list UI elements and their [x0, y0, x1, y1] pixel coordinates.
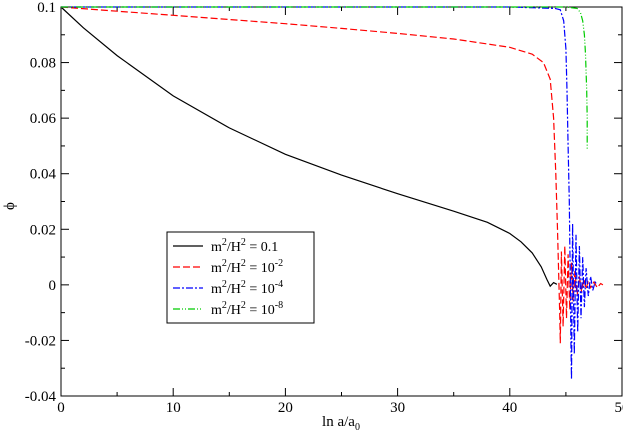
x-tick-label: 20 — [278, 400, 293, 416]
series-line-2 — [60, 6, 604, 344]
x-tick-label: 40 — [502, 400, 517, 416]
series-line-4 — [61, 6, 588, 149]
legend-entry-1: m2/H2 = 0.1 — [211, 237, 278, 255]
y-tick-label: -0.04 — [25, 389, 57, 405]
y-tick-label: 0.04 — [30, 167, 57, 183]
legend-box — [166, 231, 315, 324]
x-tick-label: 50 — [615, 400, 623, 416]
y-tick-label: 0.02 — [30, 222, 56, 238]
legend-entry-3: m2/H2 = 10-4 — [211, 279, 283, 297]
legend-entry-2: m2/H2 = 10-2 — [211, 258, 283, 276]
axis-ticks: 0 10 20 30 40 50 -0.04 -0.02 0 0.02 0.04 0.06 0.08 0.… — [25, 0, 623, 416]
series-line-1 — [60, 6, 558, 288]
y-tick-label: 0.1 — [37, 0, 56, 16]
x-tick-label: 0 — [57, 400, 65, 416]
y-tick-label: 0.08 — [30, 56, 56, 72]
x-tick-label: 30 — [390, 400, 405, 416]
series-layer — [60, 6, 604, 380]
plot-frame — [60, 6, 623, 397]
y-tick-label: 0.06 — [30, 111, 57, 127]
y-tick-label: -0.02 — [25, 333, 56, 349]
y-tick-label: 0 — [49, 278, 57, 294]
legend: m2/H2 = 0.1 m2/H2 = 10-2 m2/H2 = 10-4 m2/H2… — [166, 231, 315, 324]
y-axis-label: ϕ — [2, 202, 18, 210]
x-tick-label: 10 — [166, 400, 181, 416]
legend-entry-4: m2/H2 = 10-8 — [211, 300, 283, 318]
series-line-3 — [61, 6, 598, 380]
x-axis-label: ln a/a0 — [322, 414, 360, 433]
